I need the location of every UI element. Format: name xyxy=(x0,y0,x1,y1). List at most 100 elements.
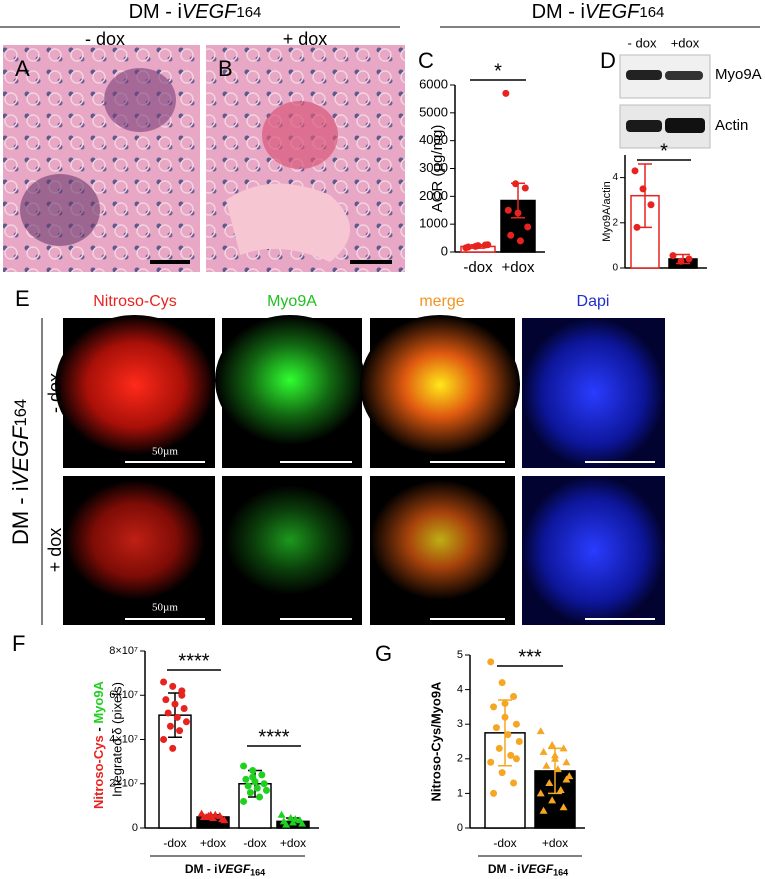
cast xyxy=(226,183,350,262)
row-label: - dox xyxy=(45,373,65,413)
panel-label: E xyxy=(15,286,30,311)
genotype-label: DM - iVEGF164 xyxy=(488,862,568,878)
genotype-gene: VEGF xyxy=(585,1,641,23)
x-tick-label: -dox xyxy=(463,259,493,276)
data-point xyxy=(633,223,641,231)
data-point xyxy=(536,789,545,797)
data-point xyxy=(507,751,515,759)
y-tick-label: 2 xyxy=(612,217,618,228)
data-point xyxy=(464,243,472,251)
glomerulus xyxy=(104,68,176,132)
y-tick-label: 2×10⁷ xyxy=(109,778,138,790)
genotype-label: DM - iVEGF164 xyxy=(129,1,262,23)
x-tick-label: +dox xyxy=(542,836,568,850)
significance-label: **** xyxy=(178,650,209,672)
data-point xyxy=(169,744,177,752)
data-point xyxy=(258,771,266,779)
data-point xyxy=(685,255,693,263)
genotype-prefix: DM - i xyxy=(185,862,218,876)
data-point xyxy=(510,693,518,701)
significance-label: * xyxy=(494,60,502,82)
data-point xyxy=(246,789,254,797)
data-point xyxy=(559,803,568,811)
data-point xyxy=(220,816,229,824)
column-label: Dapi xyxy=(577,293,610,310)
data-point xyxy=(204,811,213,819)
genotype-prefix: DM - i xyxy=(8,486,33,545)
side-label: Nitroso-Cys - Myo9A xyxy=(91,680,106,809)
x-tick-label: -dox xyxy=(243,836,266,850)
data-point xyxy=(484,241,492,249)
data-point xyxy=(631,167,639,175)
data-point xyxy=(669,252,677,260)
data-point xyxy=(164,709,172,717)
data-point xyxy=(474,242,482,250)
data-point xyxy=(490,703,498,711)
glomerulus xyxy=(262,101,338,169)
data-point xyxy=(512,755,520,763)
band-label: Myo9A xyxy=(715,66,762,83)
y-axis-label: Integrated δ (pixels) xyxy=(109,682,124,797)
genotype-label: DM - iVEGF164 xyxy=(532,1,665,23)
significance-label: *** xyxy=(518,646,542,668)
data-point xyxy=(171,700,179,708)
genotype-allele: 164 xyxy=(12,399,30,427)
lane-label: - dox xyxy=(628,35,657,50)
data-point xyxy=(539,747,548,755)
genotype-label: DM - iVEGF164 xyxy=(185,862,265,878)
y-tick-label: 5 xyxy=(457,649,463,661)
data-point xyxy=(515,738,523,745)
data-point xyxy=(542,761,551,769)
x-tick-label: -dox xyxy=(493,836,516,850)
data-point xyxy=(559,744,568,752)
data-point xyxy=(260,780,268,788)
data-point xyxy=(249,773,257,781)
y-tick-label: 1000 xyxy=(419,216,448,231)
condition-label: - dox xyxy=(85,29,125,49)
data-point xyxy=(524,223,532,231)
y-tick-label: 2 xyxy=(457,753,463,765)
data-point xyxy=(677,257,685,265)
y-tick-label: 3000 xyxy=(419,160,448,175)
genotype-prefix: DM - i xyxy=(129,1,182,23)
data-point xyxy=(514,209,522,217)
data-point xyxy=(277,810,286,818)
band-label: Actin xyxy=(715,117,748,134)
panel-label: G xyxy=(375,641,392,666)
column-label: merge xyxy=(419,293,464,310)
data-point xyxy=(240,797,248,805)
band xyxy=(665,71,703,80)
panel-label: B xyxy=(218,56,233,81)
data-point xyxy=(244,782,252,790)
data-point xyxy=(178,691,186,699)
y-axis-label: ACR (µg/mg) xyxy=(429,125,446,213)
panel-label: A xyxy=(15,56,30,81)
data-point xyxy=(298,819,307,827)
y-tick-label: 6000 xyxy=(419,76,448,91)
fluorescence-grid xyxy=(55,315,665,625)
genotype-prefix: DM - i xyxy=(488,862,521,876)
significance-label: **** xyxy=(258,726,289,748)
data-point xyxy=(501,713,509,721)
y-tick-label: 0 xyxy=(457,822,463,834)
band xyxy=(626,70,662,80)
data-point xyxy=(249,766,257,774)
data-point xyxy=(539,806,548,814)
side-label-part: Myo9A xyxy=(91,680,106,723)
band xyxy=(626,120,662,132)
data-point xyxy=(162,696,170,704)
data-point xyxy=(536,727,545,735)
data-point xyxy=(507,231,515,239)
data-point xyxy=(501,699,509,707)
genotype-allele: 164 xyxy=(553,868,568,878)
scale-label: 50µm xyxy=(152,602,178,614)
panel-label: F xyxy=(12,631,25,656)
data-point xyxy=(182,718,190,726)
data-point xyxy=(176,727,184,735)
data-point xyxy=(521,184,529,192)
data-point xyxy=(545,779,554,787)
data-point xyxy=(512,720,520,728)
y-tick-label: 4 xyxy=(612,172,618,183)
data-point xyxy=(510,779,518,787)
